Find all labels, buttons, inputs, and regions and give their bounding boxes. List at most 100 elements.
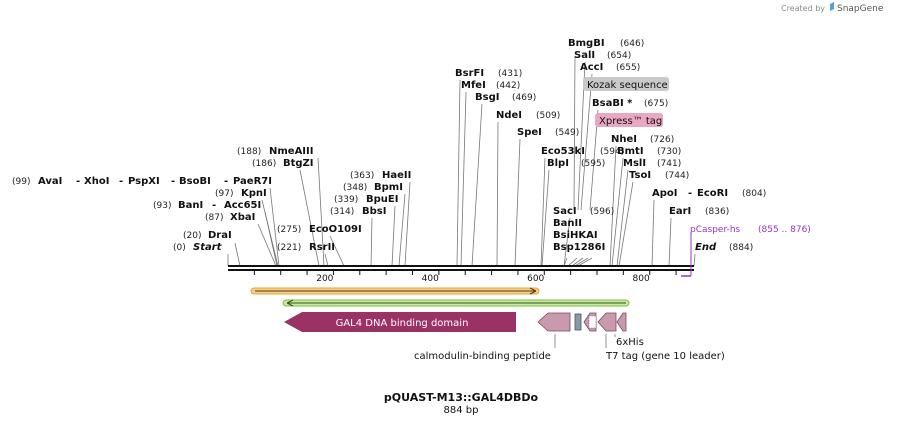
enzyme-leader-line: [329, 235, 345, 267]
enzyme-saci: SacI: [553, 206, 577, 217]
enzyme-pos: (804): [742, 189, 766, 199]
enzyme-leader-line: [460, 91, 467, 267]
enzyme-leader-line: [299, 169, 320, 267]
enzyme-pos: (87): [205, 213, 223, 223]
enzyme-pos: (93): [153, 201, 171, 211]
enzyme-leader-line: [616, 169, 629, 267]
enzyme-pos: (884): [729, 243, 753, 253]
kozak-sequence-annotation: Kozak sequence: [583, 77, 669, 91]
enzyme-leader-line: [370, 217, 373, 267]
enzyme-leader-line: [573, 55, 576, 211]
credit-text: Created by: [781, 4, 825, 13]
ruler-tick-label: 600: [527, 274, 544, 284]
svg-text:-: -: [76, 176, 80, 187]
ruler-ticks: 200 400 600 800: [253, 270, 677, 284]
enzyme-leader-line: [234, 242, 241, 267]
enzyme-spei: SpeI: [517, 127, 542, 138]
feature-label-gal4: GAL4 DNA binding domain: [336, 318, 469, 329]
svg-text:-: -: [212, 200, 216, 211]
enzyme-tsoi: TsoI: [629, 170, 651, 181]
enzyme-leader-line: [651, 199, 655, 267]
enzyme-pos: (741): [657, 159, 681, 169]
enzyme-haeii: HaeII: [382, 170, 411, 181]
enzyme-pos: (675): [644, 99, 668, 109]
enzyme-leader-line: [609, 145, 617, 267]
enzyme-leader-line: [261, 199, 279, 267]
enzyme-pos: (726): [650, 135, 674, 145]
enzyme-pos: (314): [330, 207, 354, 217]
enzyme-leader-line: [471, 103, 483, 267]
enzyme-eco53ki: Eco53kI: [541, 146, 585, 157]
enzyme-blpi: BlpI: [547, 158, 569, 169]
enzyme-acci: AccI: [580, 62, 603, 73]
enzyme-nhei: NheI: [611, 134, 637, 145]
enzyme-leader-line: [404, 181, 411, 267]
enzyme-leader-line: [324, 253, 329, 267]
enzyme-bsihkai: BsiHKAI: [553, 230, 598, 241]
feature-t7-tag: T7 tag (gene 10 leader): [605, 312, 725, 362]
enzyme-pos: (730): [657, 147, 681, 157]
map-title: pQUAST-M13::GAL4DBDo: [384, 391, 539, 404]
enzyme-pos: (97): [215, 189, 233, 199]
primer-range: (855 .. 876): [758, 225, 811, 235]
enzyme-acc65i: Acc65I: [224, 200, 261, 211]
enzyme-leader-line: [571, 257, 584, 267]
orange-region-band: [250, 287, 540, 295]
enzyme-drai: DraI: [208, 230, 232, 241]
enzyme-pos: (363): [350, 171, 374, 181]
green-region-band: [282, 299, 630, 307]
svg-text:-: -: [688, 188, 692, 199]
kozak-label: Kozak sequence: [587, 80, 668, 91]
enzyme-bsgi: BsgI: [475, 92, 499, 103]
enzyme-ecori: EcoRI: [697, 188, 728, 199]
enzyme-kpni: KpnI: [241, 188, 267, 199]
ruler-tick-label: 800: [633, 274, 650, 284]
brand-name: SnapGene: [837, 4, 884, 14]
enzyme-leader-line: [693, 253, 696, 267]
enzyme-bpmi: BpmI: [374, 182, 403, 193]
enzyme-sali: SalI: [574, 50, 595, 61]
feature-small-box: [574, 313, 582, 331]
enzyme-bmgbi: BmgBI: [568, 38, 605, 49]
enzyme-bani: BanI: [178, 200, 203, 211]
enzyme-pos: (221): [277, 243, 301, 253]
enzyme-pos: (348): [343, 183, 367, 193]
enzyme-avai: AvaI: [38, 176, 62, 187]
enzyme-bmti: BmtI: [617, 146, 644, 157]
enzyme-bsabi: BsaBI *: [592, 98, 633, 109]
enzyme-start: Start: [193, 242, 223, 253]
ruler-tick-label: 400: [422, 274, 439, 284]
enzyme-pos: (654): [607, 51, 631, 61]
enzyme-leader-line: [611, 157, 624, 267]
enzyme-rsrii: RsrII: [309, 242, 335, 253]
enzyme-pos: (339): [334, 195, 358, 205]
enzyme-pos: (596): [590, 207, 614, 217]
enzyme-bpuei: BpuEI: [366, 194, 398, 205]
feature-gal4-dbd: GAL4 DNA binding domain: [284, 312, 516, 332]
enzyme-ndei: NdeI: [496, 110, 522, 121]
enzyme-leader-line: [668, 217, 672, 267]
snapgene-logo-icon: [830, 2, 834, 11]
enzyme-leader-line: [456, 79, 461, 267]
enzyme-apoi: ApoI: [652, 188, 678, 199]
enzyme-pspxi: PspXI: [128, 176, 160, 187]
enzyme-pos: (0): [173, 243, 186, 253]
enzyme-leader-line: [514, 138, 521, 267]
enzyme-leader-line: [540, 157, 546, 267]
feature-xpress-arrow: [597, 312, 617, 332]
enzyme-leader-line: [541, 169, 550, 267]
enzyme-pos: (744): [665, 171, 689, 181]
primer-pcasper-hs: pCasper-hs (855 .. 876): [681, 225, 811, 277]
feature-label-cbp: calmodulin-binding peptide: [414, 351, 551, 362]
enzyme-leader-line: [580, 73, 593, 211]
feature-6xhis: 6xHis: [583, 312, 644, 348]
enzyme-leader-line: [563, 257, 568, 267]
enzyme-pos: (442): [496, 81, 520, 91]
svg-text:-: -: [224, 176, 228, 187]
enzyme-msli: MslI: [623, 158, 646, 169]
enzyme-pos: (595): [581, 159, 605, 169]
feature-label-t7: T7 tag (gene 10 leader): [605, 351, 725, 362]
enzyme-leader-line: [269, 187, 280, 267]
enzyme-eari: EarI: [669, 206, 691, 217]
